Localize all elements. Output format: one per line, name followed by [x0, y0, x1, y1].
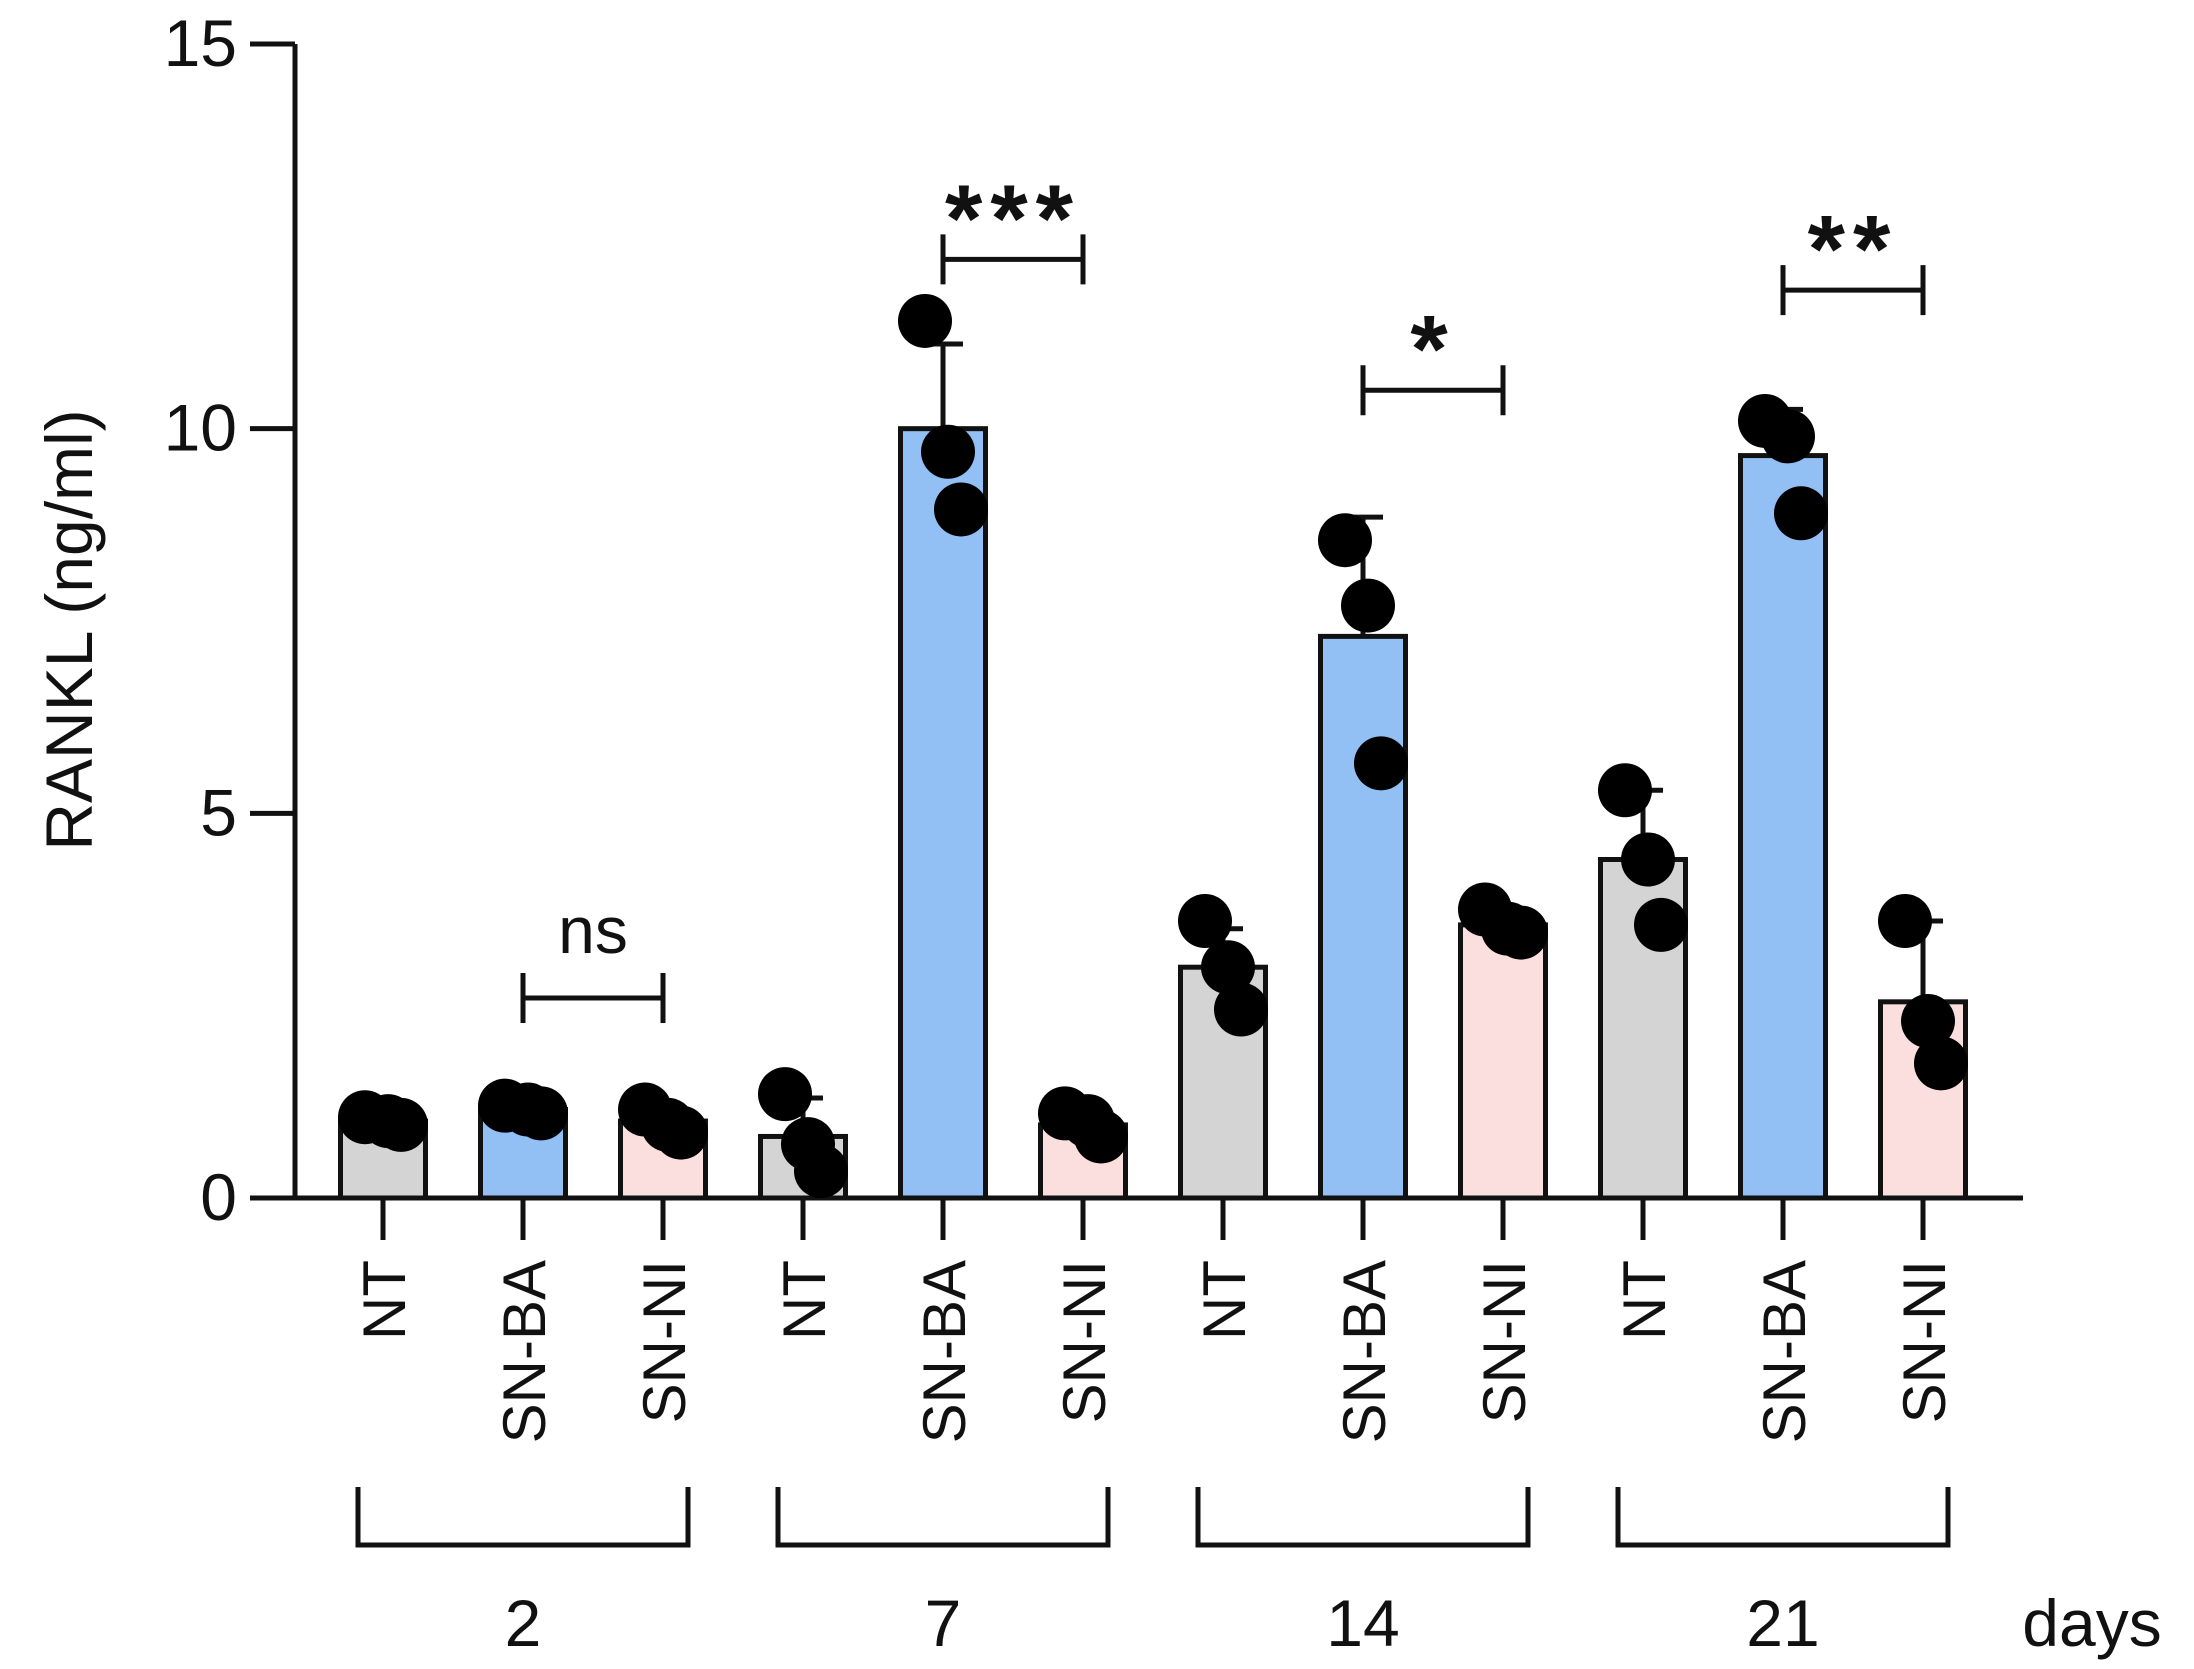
- y-tick-label: 0: [200, 1160, 237, 1234]
- data-point: [1901, 994, 1955, 1049]
- bar-day21-sn-ba: [1738, 453, 1828, 1201]
- category-label-sn-ba: SN-BA: [491, 1260, 558, 1443]
- bar-day7-sn-ba: [898, 426, 988, 1201]
- data-point: [1761, 409, 1815, 464]
- category-label-sn-ba: SN-BA: [911, 1260, 978, 1443]
- bar-day14-sn-ni: [1458, 922, 1548, 1201]
- category-label-nt: NT: [771, 1260, 838, 1340]
- data-point: [1318, 513, 1372, 568]
- significance-annotations: ns******: [520, 165, 1926, 1023]
- category-label-sn-ba: SN-BA: [1751, 1260, 1818, 1443]
- category-label-sn-ni: SN-NI: [1051, 1260, 1118, 1423]
- data-point: [1774, 486, 1828, 541]
- category-label-sn-ba: SN-BA: [1331, 1260, 1398, 1443]
- data-points: [338, 293, 1968, 1199]
- data-point: [898, 293, 952, 348]
- data-point: [1214, 982, 1268, 1037]
- data-point: [654, 1105, 708, 1160]
- data-point: [1634, 897, 1688, 952]
- group-bracket-day21: [1615, 1487, 1951, 1548]
- category-label-sn-ni: SN-NI: [631, 1260, 698, 1423]
- significance-label: ***: [945, 165, 1081, 272]
- data-point: [1914, 1036, 1968, 1091]
- significance-label: *: [1410, 296, 1455, 403]
- bars: [338, 426, 1968, 1201]
- data-point: [1598, 763, 1652, 818]
- category-label-sn-ni: SN-NI: [1471, 1260, 1538, 1423]
- category-label-nt: NT: [1611, 1260, 1678, 1340]
- significance-label: ns: [558, 893, 628, 967]
- data-point: [1341, 578, 1395, 633]
- data-point: [794, 1144, 848, 1199]
- group-label-day2: 2: [505, 1586, 542, 1660]
- data-point: [1178, 894, 1232, 949]
- data-point: [758, 1067, 812, 1122]
- data-point: [1878, 894, 1932, 949]
- category-label-nt: NT: [1191, 1260, 1258, 1340]
- group-label-day21: 21: [1746, 1586, 1819, 1660]
- group-bracket-day14: [1195, 1487, 1531, 1548]
- category-label-nt: NT: [351, 1260, 418, 1340]
- y-tick-label: 15: [164, 6, 237, 80]
- data-point: [921, 424, 975, 479]
- data-point: [1074, 1109, 1128, 1164]
- category-label-sn-ni: SN-NI: [1891, 1260, 1958, 1423]
- group-label-day14: 14: [1326, 1586, 1399, 1660]
- data-point: [374, 1097, 428, 1152]
- significance-label: **: [1808, 196, 1899, 303]
- group-bracket-day7: [775, 1487, 1111, 1548]
- error-bars: [363, 341, 1943, 1137]
- x-axis-label-days: days: [2022, 1586, 2161, 1660]
- data-point: [934, 482, 988, 537]
- data-point: [1354, 736, 1408, 791]
- group-bracket-day2: [355, 1487, 691, 1548]
- y-tick-label: 10: [164, 391, 237, 465]
- group-label-day7: 7: [925, 1586, 962, 1660]
- data-point: [514, 1086, 568, 1141]
- data-point: [1494, 905, 1548, 960]
- axes: 0 5 10 15: [164, 6, 2023, 1240]
- y-tick-label: 5: [200, 775, 237, 849]
- bar-day14-sn-ba: [1318, 633, 1408, 1201]
- category-labels: NT SN-BA SN-NI 2 NT SN-BA SN-NI 7 NT SN-BA SN-NI 14…: [351, 1260, 1958, 1660]
- data-point: [1201, 940, 1255, 995]
- y-axis-title: RANKL (ng/ml): [32, 409, 106, 850]
- data-point: [1621, 832, 1675, 887]
